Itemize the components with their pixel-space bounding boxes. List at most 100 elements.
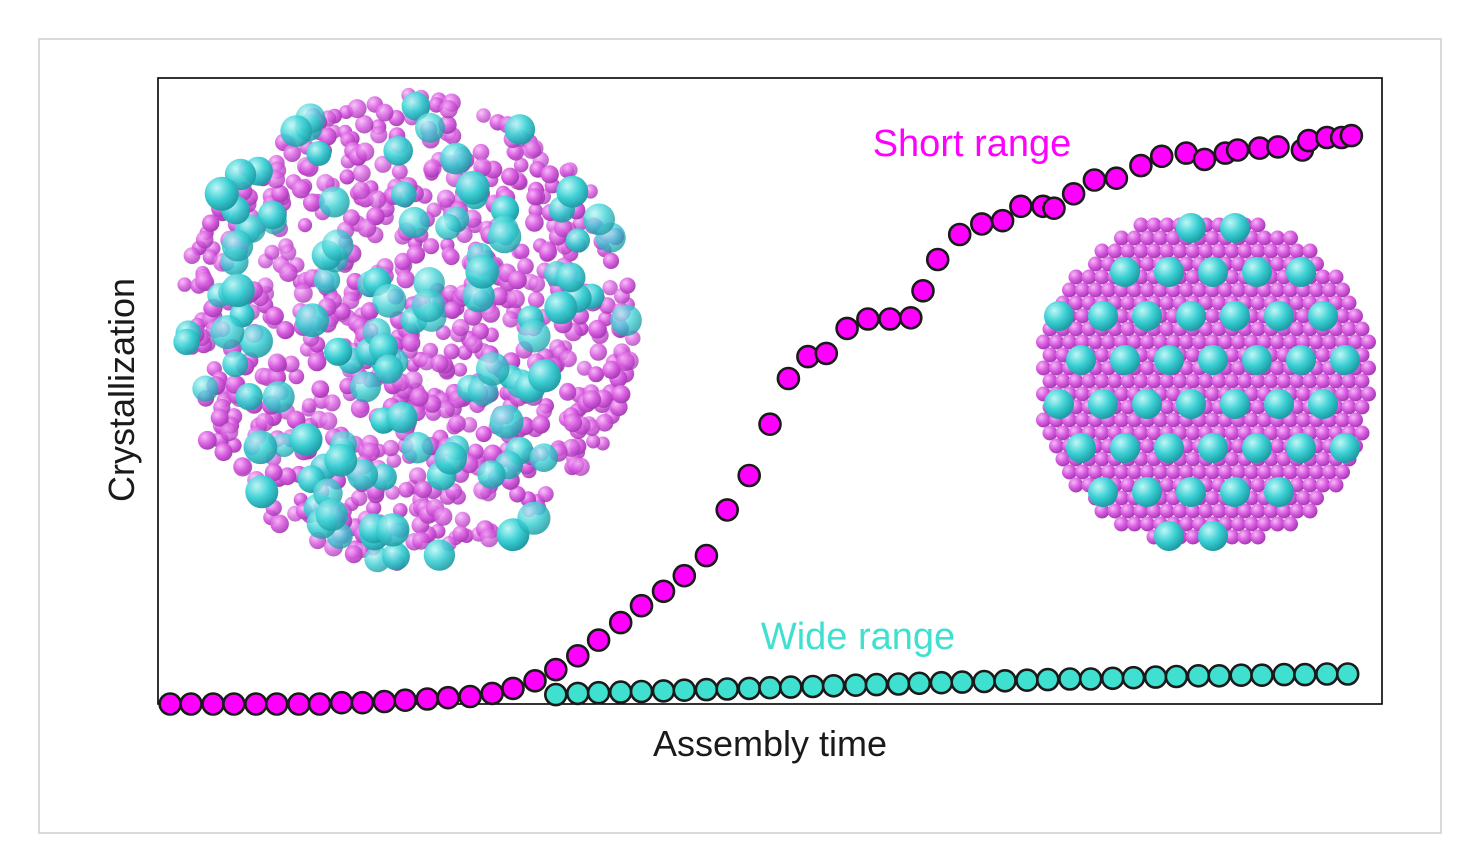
magenta-particle [1335,386,1350,402]
magenta-particle [1185,347,1201,363]
magenta-particle [271,184,289,203]
magenta-particle [351,489,368,507]
magenta-particle [1205,412,1220,428]
magenta-particle [1120,477,1136,493]
magenta-particle [1250,503,1266,519]
short-range-data-point [737,463,762,488]
wide-range-data-point [1164,664,1189,689]
magenta-particle [264,244,280,260]
magenta-particle [1101,464,1116,480]
magenta-particle [576,360,592,376]
magenta-particle [1172,243,1188,259]
magenta-particle [307,352,327,372]
cyan-particle [529,443,559,473]
wide-range-data-point [800,674,825,699]
magenta-particle [452,318,470,337]
magenta-particle [1036,412,1051,428]
magenta-particle [1081,373,1097,389]
magenta-particle [1224,269,1240,285]
magenta-particle [1088,334,1103,350]
magenta-particle [602,252,620,269]
magenta-particle [1270,360,1285,376]
wide-range-data-point [972,669,997,694]
magenta-particle [1049,334,1064,350]
magenta-particle [1101,282,1116,298]
short-range-data-point [947,222,972,247]
short-range-data-point [1042,196,1066,220]
magenta-particle [280,244,297,261]
cyan-particle [610,304,642,337]
magenta-particle [1146,503,1162,519]
short-range-data-point [608,610,633,635]
cyan-particle [204,176,239,211]
magenta-particle [465,335,483,354]
cyan-particle [376,513,410,547]
short-range-data-point [244,692,268,716]
magenta-particle [1205,464,1220,480]
magenta-particle [588,366,605,383]
wide-range-data-point [1143,665,1168,689]
cyan-particle [1066,433,1096,463]
magenta-particle [1263,373,1279,389]
magenta-particle [1224,243,1240,259]
short-range-data-point [158,692,182,716]
magenta-particle [283,144,302,162]
magenta-particle [1348,334,1363,350]
magenta-particle [1341,399,1357,415]
magenta-particle [1179,282,1194,298]
magenta-particle [531,415,551,434]
cyan-particle [1088,477,1118,507]
magenta-particle [443,343,460,360]
magenta-particle [1127,516,1142,532]
magenta-particle [602,280,618,296]
magenta-particle [1354,399,1370,415]
short-range-data-point [307,692,332,716]
magenta-particle [1283,230,1298,246]
wide-range-data-point [565,681,590,706]
short-range-data-point [898,305,923,330]
magenta-particle [1289,295,1305,311]
cyan-particle [504,114,536,145]
magenta-particle [619,277,636,294]
magenta-particle [1140,256,1155,272]
series-wide-range [543,662,1360,707]
short-range-data-point [856,307,880,331]
cyan-particle [318,186,350,218]
wide-range-data-point [1121,665,1146,690]
cyan-particle [1286,433,1316,463]
short-range-data-point [715,498,740,522]
magenta-particle [1198,373,1214,389]
cyan-particle [411,289,445,323]
wide-range-data-point [758,675,782,700]
magenta-particle [616,352,635,372]
wide-range-data-point [651,679,676,703]
magenta-particle [1159,373,1175,389]
magenta-particle [301,398,317,413]
magenta-particle [1114,308,1129,324]
cyan-particle [386,401,418,433]
magenta-particle [436,189,456,208]
magenta-particle [1088,256,1103,272]
magenta-particle [589,343,607,361]
magenta-particle [1289,503,1305,519]
magenta-particle [1296,386,1311,402]
magenta-particle [1270,334,1285,350]
magenta-particle [1361,334,1376,350]
magenta-particle [214,443,233,462]
cyan-particle [239,324,273,358]
magenta-particle [1114,386,1129,402]
magenta-particle [1296,412,1311,428]
magenta-particle [559,383,577,401]
magenta-particle [454,511,471,528]
magenta-particle [1068,269,1084,285]
magenta-particle [1120,321,1136,337]
magenta-particle [1159,295,1175,311]
magenta-particle [1257,516,1272,532]
magenta-particle [1127,464,1142,480]
magenta-particle [311,380,330,398]
magenta-particle [559,350,577,368]
magenta-particle [1322,334,1337,350]
short-range-data-point [1061,182,1086,206]
magenta-particle [1296,464,1311,480]
cyan-particle [1198,433,1228,463]
